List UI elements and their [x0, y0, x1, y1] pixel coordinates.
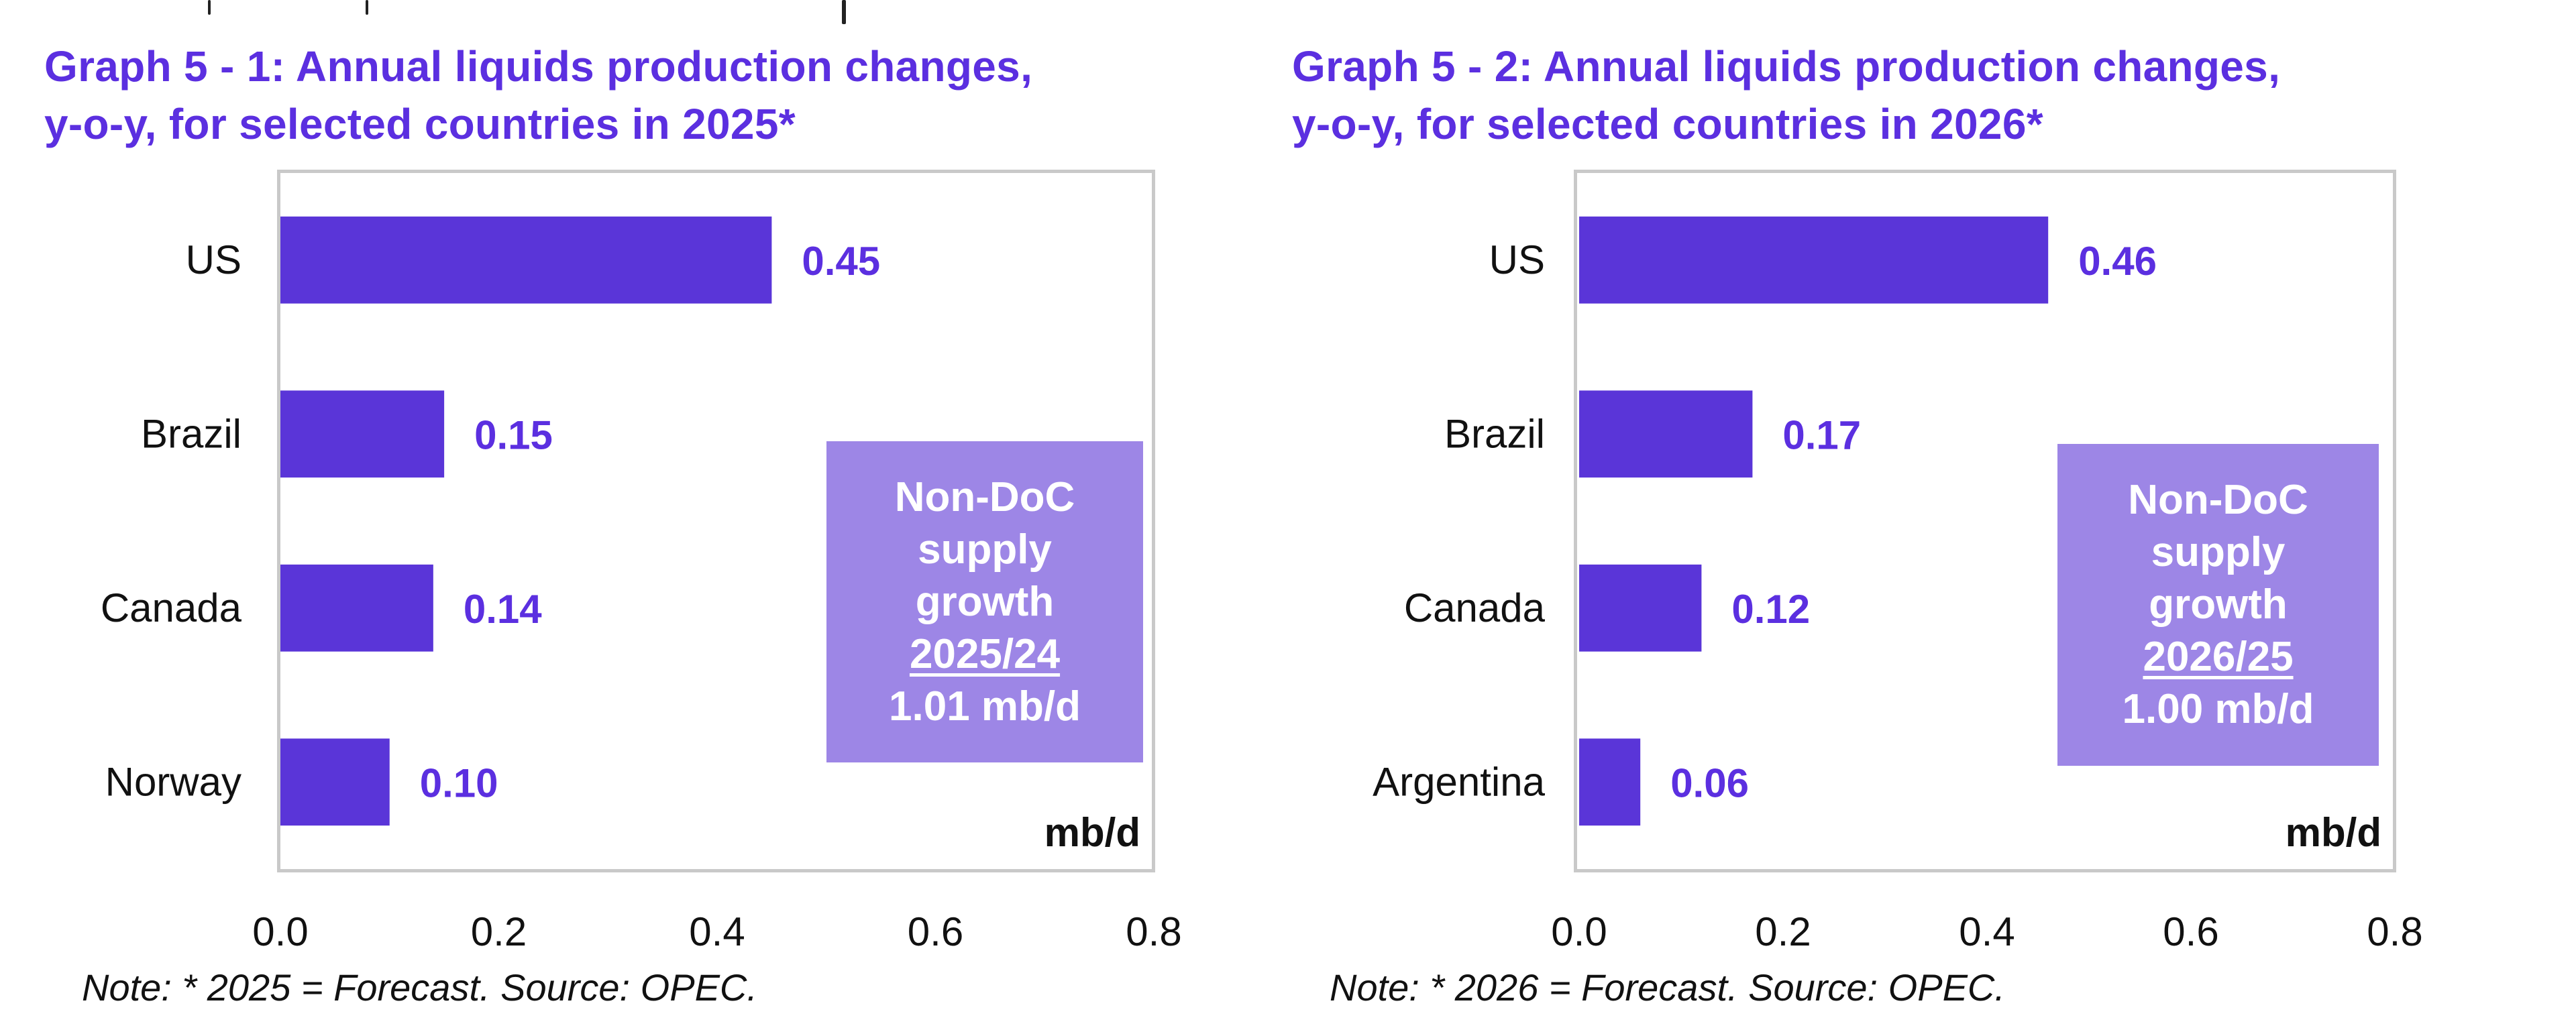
- bar-norway: [280, 738, 390, 826]
- callout-line: supply: [2151, 529, 2286, 575]
- category-label: Norway: [105, 759, 241, 804]
- category-label: Brazil: [141, 411, 241, 456]
- callout-period: 2025/24: [909, 630, 1061, 677]
- chart-title-line-2: y-o-y, for selected countries in 2025*: [44, 100, 796, 148]
- unit-label: mb/d: [2286, 810, 2381, 855]
- data-label: 0.10: [420, 760, 498, 805]
- cutoff-text-fragment: [208, 0, 211, 15]
- chart-title-line-1: Graph 5 - 2: Annual liquids production c…: [1292, 42, 2281, 91]
- x-tick-label: 0.4: [689, 909, 745, 954]
- x-tick-label: 0.2: [1755, 909, 1811, 954]
- chart-title: Graph 5 - 2: Annual liquids production c…: [1292, 38, 2280, 153]
- bar-canada: [280, 564, 433, 652]
- x-tick-label: 0.0: [252, 909, 308, 954]
- data-label: 0.15: [474, 412, 553, 457]
- data-label: 0.06: [1670, 760, 1749, 805]
- callout-value: 1.00 mb/d: [2122, 686, 2314, 732]
- data-label: 0.12: [1731, 587, 1810, 632]
- x-tick-label: 0.2: [471, 909, 527, 954]
- callout-value: 1.01 mb/d: [889, 683, 1081, 730]
- data-label: 0.17: [1782, 412, 1861, 457]
- category-label: US: [186, 237, 241, 282]
- callout-line: growth: [915, 578, 1055, 625]
- x-tick-label: 0.4: [1959, 909, 2015, 954]
- bar-brazil: [1579, 390, 1753, 478]
- data-label: 0.14: [464, 587, 542, 632]
- data-label: 0.46: [2078, 239, 2157, 284]
- x-tick-label: 0.6: [908, 909, 963, 954]
- data-label: 0.45: [802, 239, 880, 284]
- callout-line: Non-DoC: [894, 473, 1075, 520]
- x-tick-label: 0.8: [2367, 909, 2422, 954]
- chart-title: Graph 5 - 1: Annual liquids production c…: [44, 38, 1032, 153]
- bar-brazil: [280, 390, 445, 478]
- callout-line: growth: [2149, 581, 2288, 628]
- category-label: Brazil: [1444, 411, 1545, 456]
- callout-line: Non-DoC: [2128, 477, 2308, 523]
- bar-us: [1579, 216, 2049, 304]
- callout-period: 2026/25: [2143, 634, 2294, 680]
- cutoff-text-fragment: [842, 0, 846, 24]
- chart-title-line-2: y-o-y, for selected countries in 2026*: [1292, 100, 2043, 148]
- x-tick-label: 0.0: [1551, 909, 1607, 954]
- callout-line: supply: [918, 526, 1052, 573]
- category-label: Argentina: [1373, 759, 1545, 804]
- unit-label: mb/d: [1044, 810, 1140, 855]
- x-tick-label: 0.8: [1126, 909, 1181, 954]
- category-label: Canada: [1404, 585, 1546, 630]
- bar-us: [280, 216, 772, 304]
- bar-argentina: [1579, 738, 1641, 826]
- bar-canada: [1579, 564, 1702, 652]
- non-doc-supply-growth-callout: Non-DoC supply growth 2025/24 1.01 mb/d: [826, 441, 1143, 762]
- chart-title-line-1: Graph 5 - 1: Annual liquids production c…: [44, 42, 1033, 91]
- non-doc-supply-growth-callout: Non-DoC supply growth 2026/25 1.00 mb/d: [2057, 444, 2379, 766]
- category-label: Canada: [101, 585, 242, 630]
- x-tick-label: 0.6: [2163, 909, 2218, 954]
- category-label: US: [1489, 237, 1545, 282]
- cutoff-text-fragment: [366, 0, 368, 15]
- chart-note: Note: * 2025 = Forecast. Source: OPEC.: [82, 966, 757, 1009]
- chart-note: Note: * 2026 = Forecast. Source: OPEC.: [1330, 966, 2005, 1009]
